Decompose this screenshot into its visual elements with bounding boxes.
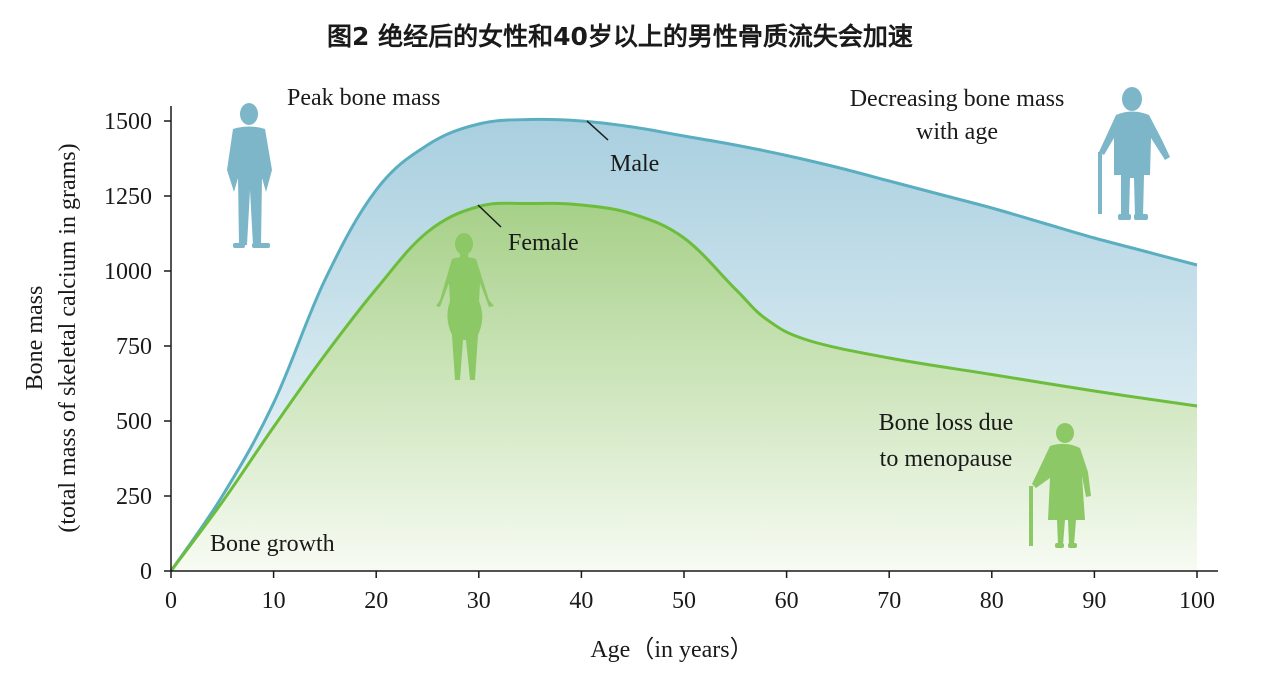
y-tick-label: 1000 xyxy=(104,259,152,285)
series-label-male: Male xyxy=(610,151,659,177)
elderly-woman-with-cane-icon xyxy=(1029,423,1091,548)
x-tick-label: 20 xyxy=(364,588,388,614)
male-leader-line xyxy=(586,120,609,141)
y-tick-label: 1250 xyxy=(104,184,152,210)
axes: 0 10 20 30 40 50 60 70 80 90 100 0 250 500 750 1000 125… xyxy=(104,106,1218,614)
y-tick-label: 500 xyxy=(116,409,152,435)
annotation-menopause-line1: Bone loss due xyxy=(879,410,1014,436)
chart-title: 图2 绝经后的女性和40岁以上的男性骨质流失会加速 xyxy=(327,22,913,51)
x-tick-label: 10 xyxy=(262,588,286,614)
annotation-decreasing-line1: Decreasing bone mass xyxy=(850,86,1065,112)
x-tick-label: 80 xyxy=(980,588,1004,614)
standing-woman-icon xyxy=(436,233,494,380)
series-line-male xyxy=(169,117,1198,572)
x-tick-label: 40 xyxy=(569,588,593,614)
x-tick-label: 0 xyxy=(165,588,177,614)
x-tick-label: 100 xyxy=(1179,588,1215,614)
y-axis-label-line2: (total mass of skeletal calcium in grams… xyxy=(55,143,81,532)
y-tick-label: 750 xyxy=(116,334,152,360)
y-axis-label-line1: Bone mass xyxy=(22,286,48,391)
x-tick-label: 90 xyxy=(1082,588,1106,614)
plot-fills xyxy=(171,119,1197,571)
standing-man-icon xyxy=(227,103,272,248)
plot-lines xyxy=(169,117,1198,572)
y-tick-label: 250 xyxy=(116,484,152,510)
x-tick-label: 70 xyxy=(877,588,901,614)
series-line-female xyxy=(169,201,1198,572)
series-area-female xyxy=(171,203,1197,571)
x-tick-label: 50 xyxy=(672,588,696,614)
x-tick-label: 30 xyxy=(467,588,491,614)
series-label-female: Female xyxy=(508,230,579,256)
x-axis-label: Age（in years） xyxy=(590,637,753,663)
annotation-menopause-line2: to menopause xyxy=(880,446,1013,472)
elderly-man-with-cane-icon xyxy=(1098,87,1170,220)
annotation-decreasing-line2: with age xyxy=(916,119,998,145)
female-leader-line xyxy=(477,204,502,228)
x-ticks: 0 10 20 30 40 50 60 70 80 90 100 xyxy=(165,571,1215,614)
y-ticks: 0 250 500 750 1000 1250 1500 xyxy=(104,109,171,585)
x-tick-label: 60 xyxy=(775,588,799,614)
annotation-peak-bone-mass: Peak bone mass xyxy=(287,85,440,111)
annotation-bone-growth: Bone growth xyxy=(210,531,335,557)
y-tick-label: 0 xyxy=(140,559,152,585)
y-tick-label: 1500 xyxy=(104,109,152,135)
